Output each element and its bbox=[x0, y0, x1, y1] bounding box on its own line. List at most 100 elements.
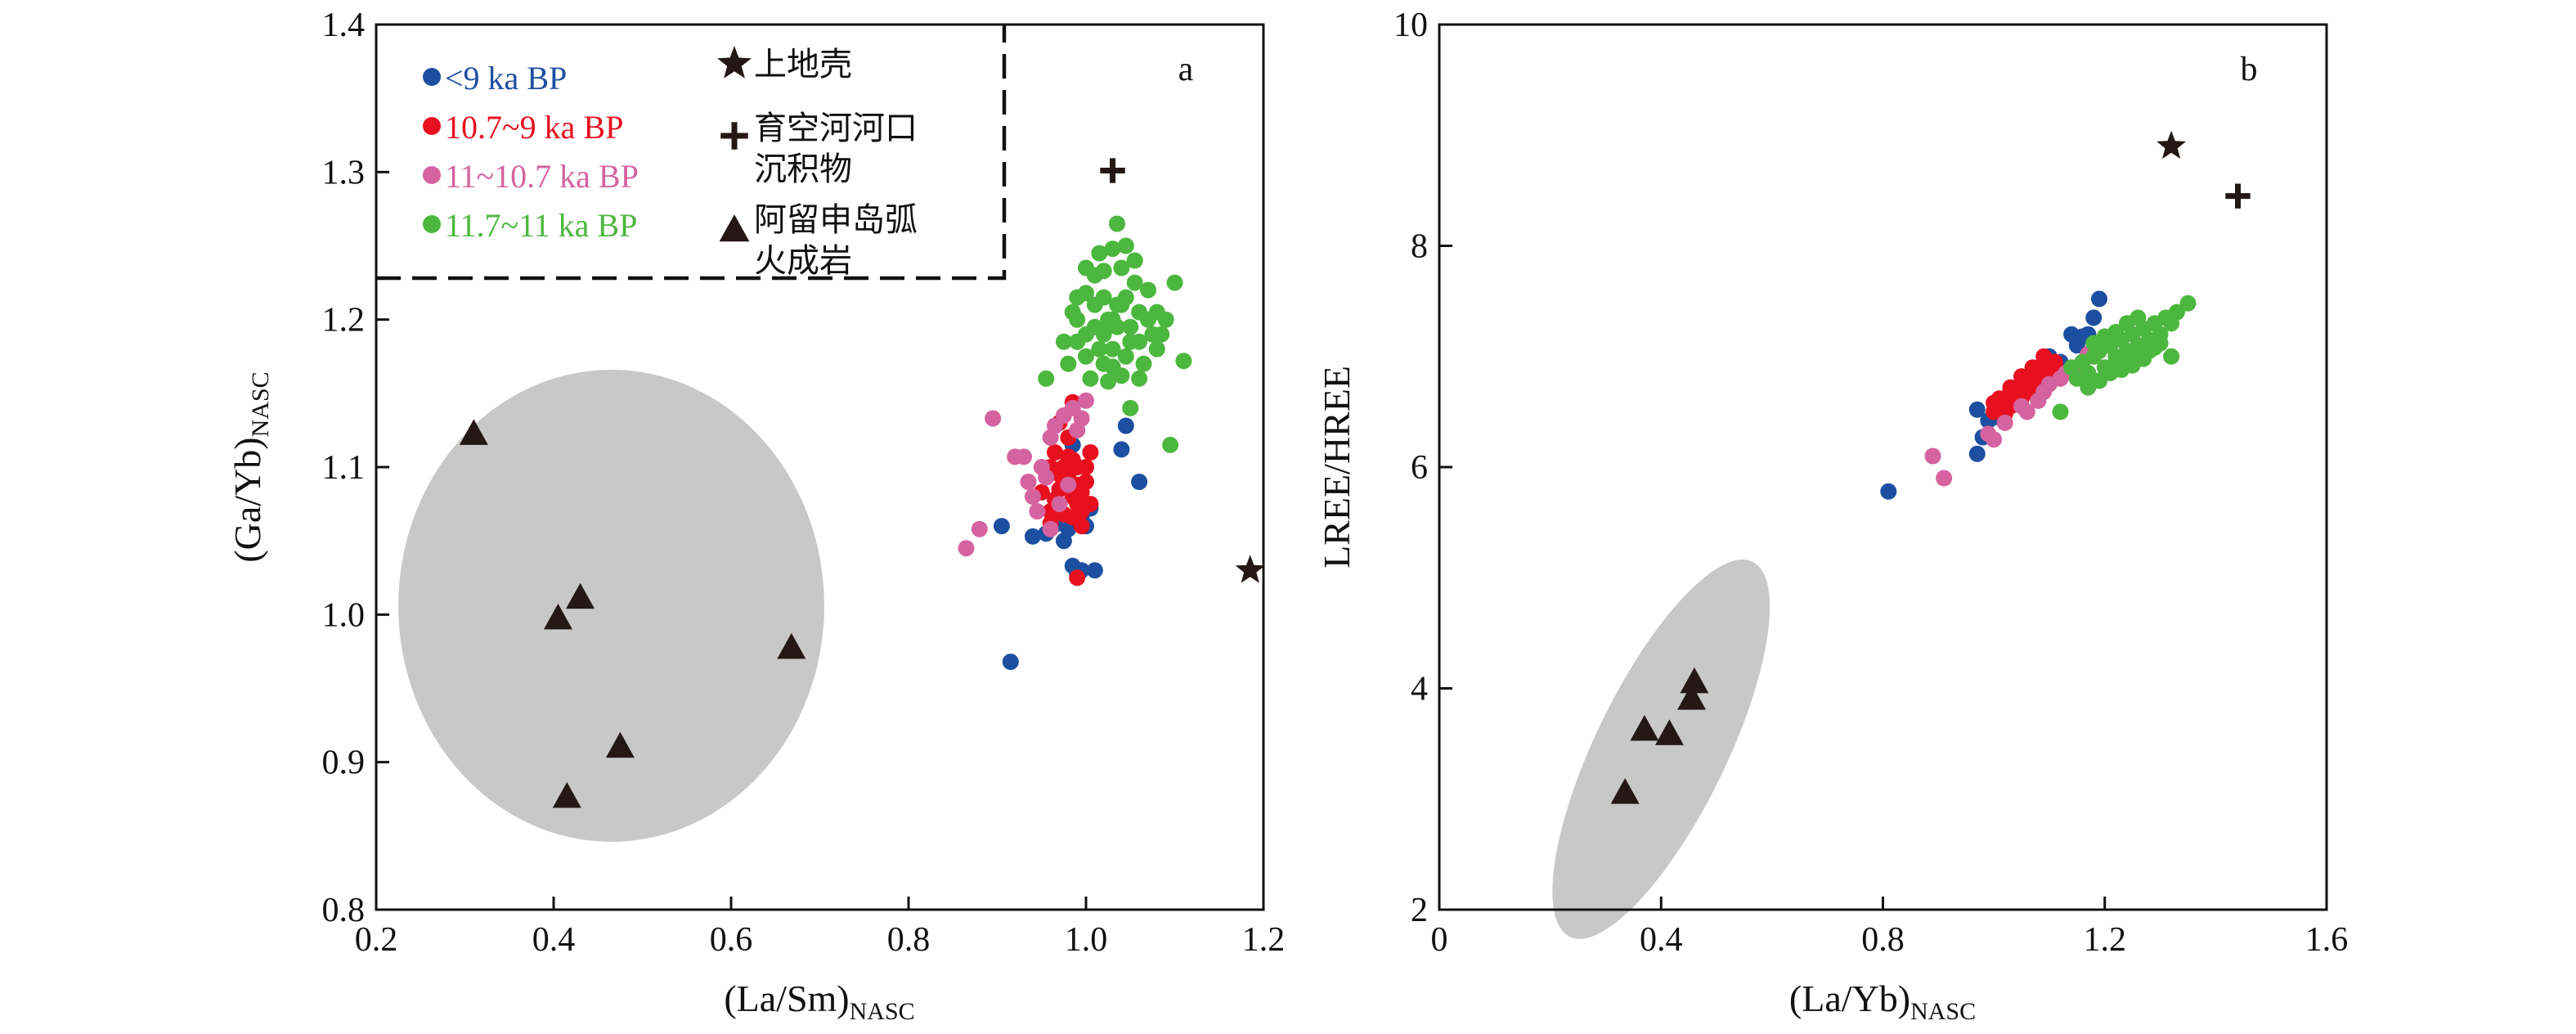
panel-label-a: a bbox=[1178, 51, 1194, 88]
data-point bbox=[2107, 357, 2125, 374]
data-point bbox=[1100, 311, 1117, 328]
data-point bbox=[1131, 474, 1148, 490]
arc-volcanic-triangle-marker bbox=[605, 731, 635, 758]
panel-label-b: b bbox=[2241, 51, 2258, 88]
data-point bbox=[1924, 447, 1941, 465]
scatter-points-a bbox=[958, 215, 1192, 670]
data-point bbox=[958, 540, 975, 557]
data-point bbox=[1055, 333, 1072, 350]
data-point bbox=[2013, 398, 2030, 415]
data-point bbox=[1078, 392, 1094, 409]
x-tick-label: 0.6 bbox=[710, 921, 753, 959]
data-point bbox=[1078, 259, 1094, 276]
data-point bbox=[1175, 353, 1192, 370]
x-tick-label: 1.0 bbox=[1065, 921, 1108, 959]
scatter-points-b bbox=[1880, 290, 2197, 500]
arc-volcanic-triangle-marker bbox=[459, 419, 488, 445]
arc-volcanic-triangle-marker bbox=[543, 603, 572, 630]
yukon-sediment-plus-marker bbox=[1100, 158, 1125, 183]
x-tick-label: 0.4 bbox=[1640, 921, 1683, 959]
legend-label: <9 ka BP bbox=[445, 60, 567, 97]
data-point bbox=[1140, 281, 1156, 299]
panel-a: 0.2 0.4 0.6 0.8 1.0 1.20.80.91.01.11.21.31.4 … bbox=[227, 7, 1285, 1025]
x-tick-label: 1.2 bbox=[1242, 921, 1286, 959]
x-tick-label: 0.2 bbox=[355, 921, 398, 959]
x-axis-label-a: (La/Sm) bbox=[724, 978, 849, 1019]
data-point bbox=[1126, 252, 1143, 269]
data-point bbox=[1986, 431, 2003, 448]
data-point bbox=[1122, 399, 1139, 416]
arc-volcanic-triangle-marker bbox=[1654, 719, 1684, 745]
legend-box-border bbox=[376, 25, 1007, 281]
y-axis-title-a: (Ga/Yb)NASC bbox=[227, 371, 274, 562]
x-tick-label: 1.6 bbox=[2305, 921, 2349, 959]
data-point bbox=[1064, 509, 1081, 526]
data-point bbox=[1078, 348, 1094, 365]
data-point bbox=[1157, 311, 1174, 328]
data-point bbox=[2168, 303, 2185, 321]
data-point bbox=[1122, 318, 1139, 335]
data-point bbox=[1078, 459, 1094, 475]
data-point bbox=[2024, 359, 2041, 376]
x-tick-label: 1.2 bbox=[2084, 921, 2127, 959]
data-point bbox=[1131, 370, 1148, 387]
data-point bbox=[2035, 384, 2053, 400]
data-point bbox=[2080, 379, 2097, 396]
data-point bbox=[1100, 373, 1117, 390]
data-point bbox=[2052, 403, 2069, 420]
legend-reference-label: 育空河河口 bbox=[754, 110, 918, 147]
panel-b: 0 0.4 0.8 1.2 1.6 2 4 6 8 10 b (La/Yb)NASC LREE/H… bbox=[1316, 7, 2348, 1025]
data-point bbox=[2163, 348, 2180, 365]
y-tick-label: 1.2 bbox=[322, 302, 366, 339]
data-point bbox=[1996, 414, 2013, 431]
data-point bbox=[1002, 654, 1019, 670]
data-point bbox=[2152, 335, 2169, 352]
x-tick-label: 0.4 bbox=[532, 921, 576, 959]
y-tick-label: 6 bbox=[1411, 449, 1428, 487]
arc-field-ellipse-b bbox=[1552, 560, 1770, 939]
data-point bbox=[1073, 410, 1090, 427]
data-point bbox=[1148, 340, 1165, 357]
data-point bbox=[1135, 355, 1152, 372]
plot-frame-b bbox=[1438, 23, 2328, 911]
data-point bbox=[1109, 296, 1125, 313]
data-point bbox=[1047, 444, 1063, 461]
y-tick-label: 2 bbox=[1411, 892, 1428, 929]
data-point bbox=[1069, 289, 1086, 306]
data-point bbox=[1060, 355, 1077, 372]
y-tick-label: 0.9 bbox=[322, 744, 366, 782]
y-tick-label: 1.1 bbox=[322, 449, 366, 487]
arc-field-ellipse bbox=[1552, 560, 1770, 939]
data-point bbox=[1126, 274, 1143, 291]
data-point bbox=[2046, 353, 2063, 371]
legend-reference-label: 沉积物 bbox=[754, 151, 852, 188]
data-point bbox=[1104, 241, 1121, 258]
data-point bbox=[1024, 488, 1041, 506]
data-point bbox=[1968, 401, 1986, 418]
data-point bbox=[1029, 503, 1046, 520]
data-point bbox=[1051, 496, 1068, 513]
data-point bbox=[1166, 274, 1183, 291]
y-axis-label-a: (Ga/Yb) bbox=[227, 437, 268, 562]
data-point bbox=[1113, 259, 1130, 276]
data-point bbox=[1082, 496, 1099, 513]
axis-ticks-b: 0 0.4 0.8 1.2 1.6 2 4 6 8 10 bbox=[1393, 7, 2348, 959]
x-tick-label: 0.8 bbox=[887, 921, 931, 959]
y-tick-label: 1.3 bbox=[322, 154, 366, 191]
data-point bbox=[1091, 245, 1108, 262]
x-tick-label: 0 bbox=[1431, 921, 1448, 959]
data-point bbox=[1880, 483, 1897, 500]
reference-markers-b bbox=[1610, 130, 2251, 804]
data-point bbox=[1069, 333, 1086, 350]
data-point bbox=[1986, 394, 2003, 411]
data-point bbox=[1016, 448, 1032, 465]
data-point bbox=[1117, 417, 1134, 434]
arc-field-ellipse bbox=[398, 369, 824, 843]
data-point bbox=[2085, 309, 2103, 326]
data-point bbox=[1936, 470, 1953, 487]
legend-a: <9 ka BP 10.7~9 ka BP 11~10.7 ka BP 11.7~11… bbox=[423, 46, 918, 280]
arc-volcanic-triangle-marker bbox=[1677, 684, 1707, 710]
data-point bbox=[1140, 311, 1156, 328]
data-point bbox=[1033, 459, 1050, 475]
